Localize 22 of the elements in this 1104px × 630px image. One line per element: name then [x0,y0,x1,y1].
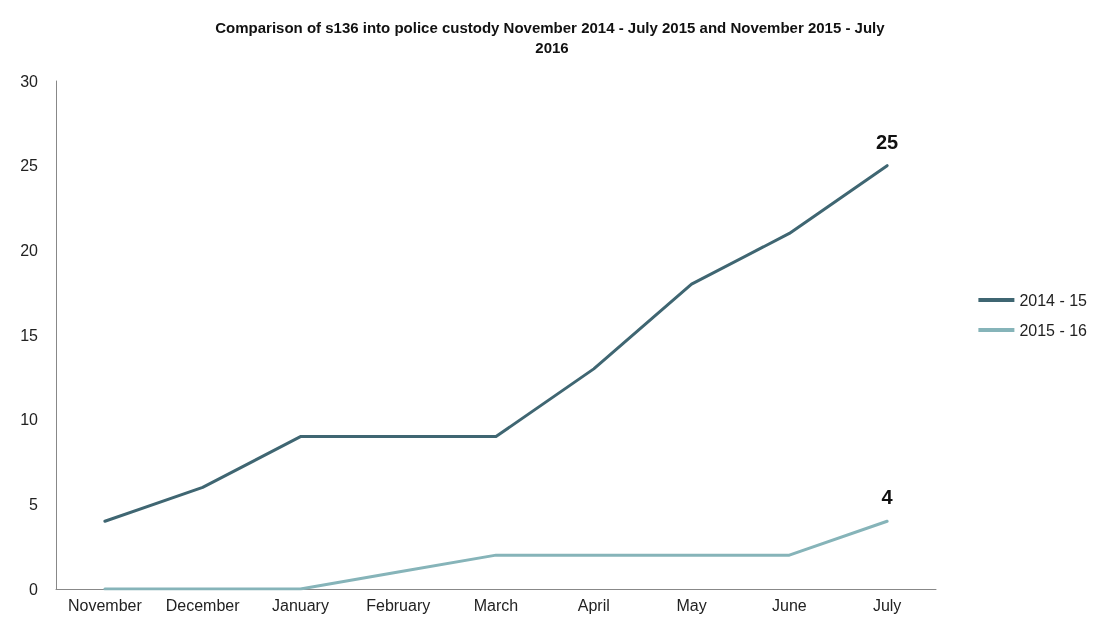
data-label: 4 [881,486,894,509]
legend-label: 2014 - 15 [1019,291,1088,309]
x-tick-label: July [872,596,902,614]
y-tick-label: 0 [29,580,39,598]
x-tick-label: January [271,596,329,614]
line-series [103,519,889,591]
y-tick-label: 5 [29,495,39,513]
legend-label: 2015 - 16 [1019,321,1088,339]
y-tick-label: 15 [20,326,39,344]
y-tick-label: 10 [20,411,39,429]
x-tick-label: February [366,596,431,614]
y-tick-label: 25 [20,157,39,175]
x-tick-label: June [771,596,807,614]
y-tick-label: 30 [20,72,39,90]
x-tick-label: May [676,596,707,614]
x-tick-label: March [473,596,519,614]
data-label: 25 [875,130,899,153]
x-tick-label: December [165,596,241,614]
chart-title: Comparison of s136 into police custody November 2014 - July 2015 and November 2015 - July 2016 [215,18,889,56]
x-tick-label: November [67,596,143,614]
x-tick-label: April [577,596,610,614]
y-tick-label: 20 [20,241,39,259]
